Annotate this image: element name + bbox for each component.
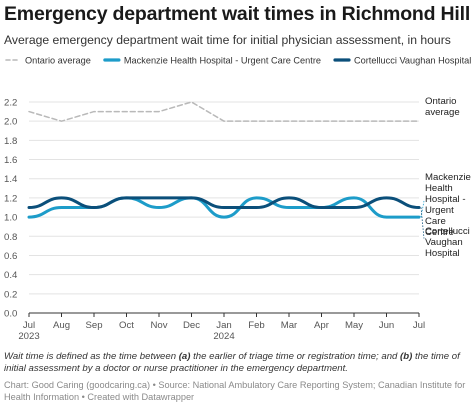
- x-tick-label: Mar: [281, 320, 298, 331]
- chart-source: Chart: Good Caring (goodcaring.ca) • Sou…: [4, 380, 466, 402]
- x-tick-label: Jul: [23, 320, 35, 331]
- y-tick-label: 0.8: [4, 232, 17, 243]
- chart-note: Wait time is defined as the time between…: [4, 351, 470, 375]
- y-tick-label: 1.4: [4, 174, 18, 185]
- x-tick-label: Aug: [53, 320, 70, 331]
- x-tick-label: Oct: [119, 320, 134, 331]
- x-year-label: 2024: [213, 331, 235, 342]
- y-tick-label: 1.6: [4, 155, 17, 166]
- note-prefix: Wait time is defined as the time between: [4, 351, 179, 362]
- x-tick-label: Dec: [183, 320, 200, 331]
- y-tick-label: 0.2: [4, 289, 17, 300]
- series-line: [28, 101, 420, 122]
- legend-label: Ontario average: [25, 56, 91, 66]
- y-tick-label: 2.2: [4, 98, 17, 109]
- series-end-label: Vaughan: [425, 237, 463, 248]
- chart-subtitle: Average emergency department wait time f…: [4, 33, 451, 47]
- y-tick-label: 1.8: [4, 136, 17, 147]
- series-end-label: Urgent: [425, 205, 454, 216]
- x-tick-label: Apr: [314, 320, 330, 331]
- x-tick-label: Jul: [413, 320, 425, 331]
- note-b-text: the time of initial assessment by a doct…: [4, 351, 460, 374]
- y-tick-label: 1.2: [4, 193, 17, 204]
- y-tick-label: 0.6: [4, 251, 17, 262]
- x-year-label: 2023: [18, 331, 39, 342]
- x-tick-label: Sep: [85, 320, 102, 331]
- series-end-label: Care: [425, 216, 446, 227]
- end-label-connector: [420, 207, 425, 239]
- x-tick-label: Jun: [379, 320, 394, 331]
- note-a-marker: (a): [178, 351, 191, 362]
- series-end-label: Health: [425, 183, 453, 194]
- series-end-label: average: [425, 107, 460, 118]
- series-line: [27, 196, 421, 209]
- series-end-label: Hospital: [425, 248, 460, 259]
- x-tick-label: Feb: [248, 320, 265, 331]
- y-tick-label: 1.0: [4, 213, 17, 224]
- series-end-label: Ontario: [425, 96, 456, 107]
- legend-label: Mackenzie Health Hospital - Urgent Care …: [124, 56, 321, 66]
- x-tick-label: May: [345, 320, 363, 331]
- x-tick-label: Nov: [150, 320, 167, 331]
- series-end-label: Hospital -: [425, 194, 466, 205]
- y-tick-label: 0.0: [4, 309, 17, 320]
- note-a-text: the earlier of triage time or registrati…: [190, 351, 401, 362]
- series-end-label: Cortellucci: [425, 226, 470, 237]
- y-tick-label: 2.0: [4, 117, 17, 128]
- note-b-marker: (b): [400, 351, 413, 362]
- series-end-label: Mackenzie: [425, 172, 471, 183]
- chart-title: Emergency department wait times in Richm…: [4, 3, 471, 25]
- legend-label: Cortellucci Vaughan Hospital: [354, 56, 471, 66]
- x-tick-label: Jan: [216, 320, 231, 331]
- y-tick-label: 0.4: [4, 270, 18, 281]
- series-end-label: Centre: [425, 227, 454, 238]
